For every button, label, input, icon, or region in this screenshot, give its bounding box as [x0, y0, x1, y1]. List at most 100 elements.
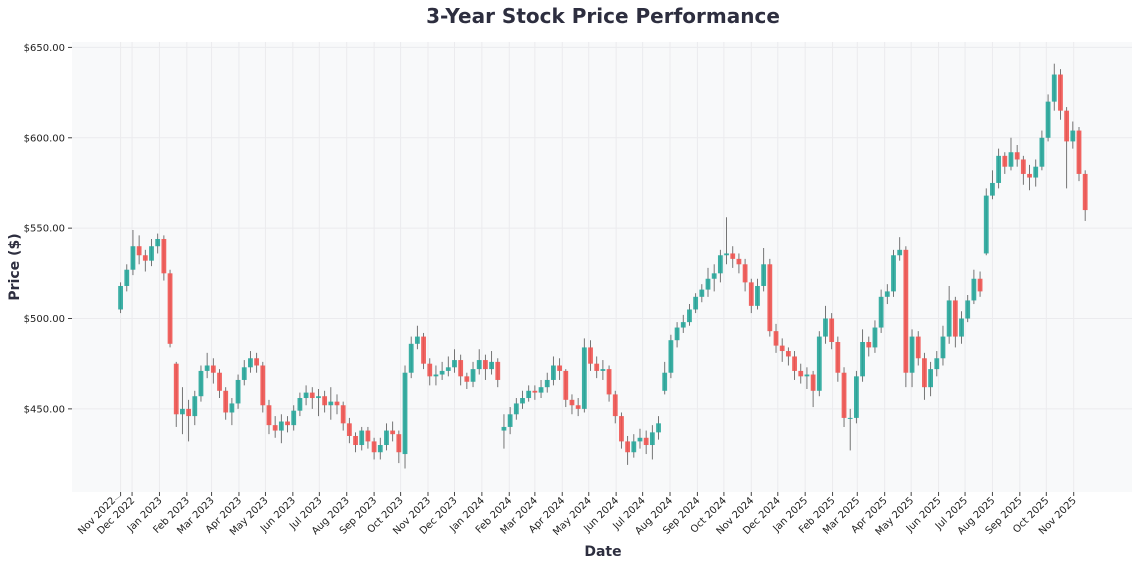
candle-body	[841, 372, 847, 418]
candle	[891, 249, 896, 297]
candle-body	[946, 300, 952, 337]
candle-body	[557, 365, 562, 371]
candle	[309, 387, 315, 409]
candle	[229, 398, 235, 426]
candle-body	[260, 365, 266, 406]
candle-body	[248, 358, 253, 368]
candle-body	[464, 376, 470, 382]
candle	[260, 361, 266, 413]
candle	[1082, 170, 1088, 221]
candle	[730, 246, 736, 268]
candle-body	[693, 296, 699, 310]
candle	[241, 360, 247, 386]
candle	[328, 387, 334, 420]
candle-body	[384, 430, 389, 446]
candle-body	[204, 365, 210, 371]
candle-body	[322, 396, 328, 406]
candle	[792, 351, 797, 380]
candle	[483, 354, 488, 380]
candle	[977, 271, 983, 297]
candle	[662, 361, 668, 395]
candle	[983, 188, 989, 256]
candle-body	[643, 437, 649, 446]
candle-body	[959, 318, 964, 337]
candle	[699, 284, 705, 303]
candle	[835, 336, 841, 382]
candle-body	[687, 309, 692, 323]
candle-body	[421, 336, 426, 364]
candle	[996, 148, 1002, 189]
candle	[631, 434, 637, 458]
candle-body	[142, 255, 148, 261]
candle-body	[334, 401, 340, 406]
candle	[192, 390, 198, 426]
candle-body	[229, 403, 235, 413]
candle	[1064, 107, 1070, 189]
candle	[884, 284, 890, 305]
candle-body	[1076, 130, 1082, 174]
y-tick-label: $550.00	[24, 224, 65, 235]
candle	[934, 351, 940, 377]
candle	[173, 361, 179, 427]
candle-body	[668, 340, 674, 373]
candle-body	[1027, 173, 1032, 178]
candle	[693, 293, 699, 314]
candle	[384, 423, 389, 451]
candle-body	[903, 249, 909, 373]
candle-body	[971, 278, 977, 301]
candle	[316, 388, 321, 417]
candle-body	[483, 360, 488, 370]
candle-body	[785, 351, 791, 357]
candle	[223, 387, 229, 420]
candle	[1008, 137, 1014, 171]
candle	[668, 334, 674, 379]
candle-body	[223, 390, 229, 413]
candle-body	[217, 372, 222, 391]
candle-body	[878, 296, 884, 328]
candle-body	[551, 365, 556, 380]
candle-body	[705, 278, 711, 290]
candle	[551, 356, 556, 386]
candle	[1014, 145, 1020, 167]
candle-body	[377, 445, 383, 453]
candle-body	[798, 370, 804, 377]
candle	[248, 351, 253, 373]
candle-body	[513, 403, 519, 415]
x-axis-label: Date	[584, 544, 621, 560]
candle	[464, 372, 470, 389]
candle	[210, 358, 216, 384]
candle-body	[891, 255, 896, 292]
candle	[643, 430, 649, 455]
candle	[990, 170, 995, 200]
candle-body	[711, 273, 717, 279]
candle	[1045, 94, 1051, 142]
candle	[748, 278, 754, 314]
candle	[680, 314, 686, 333]
candle	[427, 358, 433, 386]
candle	[198, 365, 204, 402]
candle	[656, 416, 661, 440]
candle	[266, 399, 272, 435]
candle-body	[526, 390, 532, 399]
candle	[452, 349, 457, 373]
candle	[724, 217, 729, 265]
candle-body	[823, 318, 828, 337]
candle-body	[934, 358, 940, 370]
candle-body	[476, 360, 482, 370]
candle	[909, 329, 915, 388]
candle	[396, 430, 402, 464]
candle	[847, 408, 853, 451]
candle	[717, 249, 723, 283]
plot-area	[72, 42, 1132, 492]
candle	[767, 258, 773, 337]
candle-body	[699, 289, 705, 297]
candle-body	[439, 370, 445, 375]
candle	[501, 414, 507, 449]
candle-body	[346, 423, 352, 436]
candle-body	[804, 374, 810, 377]
candle-body	[996, 155, 1002, 183]
candle-body	[427, 363, 433, 377]
candle-body	[835, 342, 841, 373]
candle-body	[680, 322, 686, 328]
